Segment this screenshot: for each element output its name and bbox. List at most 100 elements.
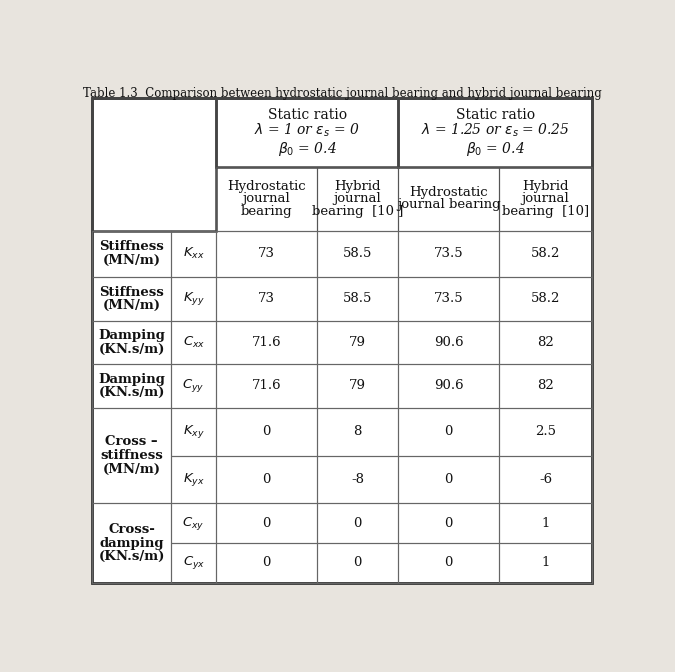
Text: journal: journal (522, 192, 570, 206)
Bar (216, 543, 317, 583)
Bar (216, 167, 317, 230)
Text: (MN/m): (MN/m) (103, 299, 161, 312)
Bar (499, 408, 592, 456)
Bar (317, 503, 398, 543)
Bar (317, 408, 398, 456)
Text: 2.5: 2.5 (535, 425, 556, 438)
Bar (171, 230, 216, 277)
Text: $C_{yx}$: $C_{yx}$ (182, 554, 205, 571)
Text: -6: -6 (539, 473, 552, 486)
Text: 58.2: 58.2 (531, 292, 560, 306)
Bar (317, 167, 398, 230)
Bar (499, 321, 592, 364)
Bar (216, 321, 317, 364)
Bar (398, 408, 499, 456)
Bar (398, 277, 499, 321)
Text: journal bearing: journal bearing (397, 198, 500, 212)
Text: 0: 0 (263, 556, 271, 569)
Text: 0: 0 (263, 517, 271, 530)
Text: 1: 1 (541, 517, 549, 530)
Bar (398, 321, 499, 364)
Text: 0: 0 (444, 425, 453, 438)
Text: $K_{yx}$: $K_{yx}$ (183, 471, 205, 488)
Text: Hydrostatic: Hydrostatic (409, 186, 488, 199)
Text: Cross –: Cross – (105, 435, 158, 448)
Text: bearing  [10]: bearing [10] (502, 205, 589, 218)
Text: Hybrid: Hybrid (522, 180, 569, 193)
Text: Static ratio: Static ratio (267, 108, 347, 122)
Text: 82: 82 (537, 336, 554, 349)
Bar (499, 167, 592, 230)
Text: bearing  [10 ]: bearing [10 ] (312, 205, 403, 218)
Text: damping: damping (99, 536, 164, 550)
Text: (KN.s/m): (KN.s/m) (99, 386, 165, 399)
Text: 1: 1 (541, 556, 549, 569)
Bar (216, 408, 317, 456)
Bar (92, 277, 171, 321)
Text: $\beta_0$ = 0.4: $\beta_0$ = 0.4 (277, 140, 337, 158)
Text: 58.5: 58.5 (343, 247, 372, 260)
Text: 71.6: 71.6 (252, 380, 281, 392)
Text: Cross-: Cross- (108, 523, 155, 536)
Text: $K_{xy}$: $K_{xy}$ (183, 423, 205, 440)
Text: (KN.s/m): (KN.s/m) (99, 550, 165, 563)
Bar (92, 321, 171, 364)
Bar (398, 97, 592, 167)
Text: stiffness: stiffness (101, 449, 163, 462)
Text: (MN/m): (MN/m) (103, 254, 161, 267)
Bar (317, 321, 398, 364)
Text: $C_{xy}$: $C_{xy}$ (182, 515, 205, 532)
Bar (171, 364, 216, 408)
Text: 0: 0 (354, 517, 362, 530)
Bar (398, 456, 499, 503)
Bar (92, 230, 171, 277)
Bar (92, 503, 171, 583)
Bar (171, 456, 216, 503)
Text: $\lambda$ = 1.25 or $\varepsilon_s$ = 0.25: $\lambda$ = 1.25 or $\varepsilon_s$ = 0.… (421, 122, 570, 139)
Text: 82: 82 (537, 380, 554, 392)
Text: 71.6: 71.6 (252, 336, 281, 349)
Bar (317, 456, 398, 503)
Text: 73.5: 73.5 (434, 247, 464, 260)
Bar (92, 408, 171, 503)
Text: journal: journal (242, 192, 290, 206)
Text: $K_{yy}$: $K_{yy}$ (183, 290, 205, 307)
Bar (398, 230, 499, 277)
Text: $C_{xx}$: $C_{xx}$ (182, 335, 205, 350)
Bar (171, 503, 216, 543)
Bar (317, 543, 398, 583)
Bar (398, 543, 499, 583)
Text: 8: 8 (354, 425, 362, 438)
Text: 58.2: 58.2 (531, 247, 560, 260)
Bar (171, 408, 216, 456)
Bar (317, 230, 398, 277)
Bar (317, 277, 398, 321)
Bar (216, 277, 317, 321)
Text: (MN/m): (MN/m) (103, 463, 161, 476)
Bar (216, 97, 398, 167)
Bar (171, 543, 216, 583)
Text: 73.5: 73.5 (434, 292, 464, 306)
Bar (92, 97, 216, 230)
Text: Damping: Damping (98, 372, 165, 386)
Bar (499, 277, 592, 321)
Bar (171, 277, 216, 321)
Bar (92, 364, 171, 408)
Text: 90.6: 90.6 (434, 336, 464, 349)
Text: $\lambda$ = 1 or $\varepsilon_s$ = 0: $\lambda$ = 1 or $\varepsilon_s$ = 0 (254, 122, 360, 139)
Text: 0: 0 (263, 473, 271, 486)
Text: $\beta_0$ = 0.4: $\beta_0$ = 0.4 (466, 140, 524, 158)
Text: 0: 0 (354, 556, 362, 569)
Text: Static ratio: Static ratio (456, 108, 535, 122)
Bar (499, 503, 592, 543)
Bar (216, 230, 317, 277)
Bar (398, 167, 499, 230)
Bar (171, 321, 216, 364)
Bar (398, 364, 499, 408)
Bar (216, 503, 317, 543)
Bar (216, 456, 317, 503)
Text: 79: 79 (349, 336, 366, 349)
Text: Table 1.3  Comparison between hydrostatic journal bearing and hybrid journal bea: Table 1.3 Comparison between hydrostatic… (82, 87, 601, 100)
Text: Hydrostatic: Hydrostatic (227, 180, 306, 193)
Bar (216, 364, 317, 408)
